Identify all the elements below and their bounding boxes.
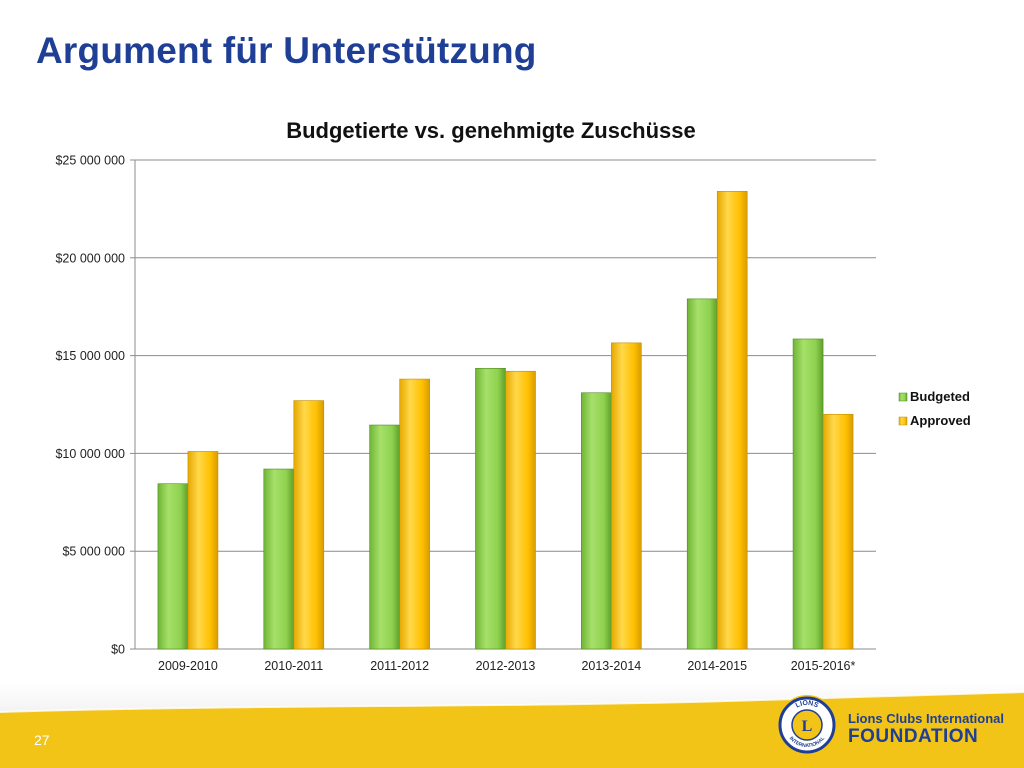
brand-name-line1: Lions Clubs International	[848, 711, 1005, 726]
chart: Budgetierte vs. genehmigte Zuschüsse $0$…	[55, 118, 971, 673]
brand-name: Lions Clubs International FOUNDATION	[848, 712, 1004, 748]
bar-budgeted	[686, 298, 718, 650]
svg-text:LIONS: LIONS	[795, 700, 820, 710]
x-tick-label: 2013-2014	[581, 659, 641, 673]
x-tick-label: 2014-2015	[687, 659, 747, 673]
x-tick-label: 2011-2012	[370, 659, 429, 673]
bar-approved	[716, 190, 748, 650]
y-tick-label: $5 000 000	[62, 545, 125, 559]
bars	[157, 190, 854, 650]
lions-emblem-icon: LIONS INTERNATIONAL L	[776, 694, 838, 756]
bar-budgeted	[581, 392, 612, 650]
y-tick-label: $0	[111, 643, 125, 657]
legend-label: Budgeted	[910, 389, 970, 404]
y-tick-label: $15 000 000	[55, 349, 125, 363]
slide-title: Argument für Unterstützung	[36, 30, 537, 71]
y-axis-ticks: $0 $5 000 000 $10 000 000 $15 000 000 $20 00…	[55, 154, 125, 657]
bar-budgeted	[369, 424, 400, 650]
x-tick-label: 2009-2010	[158, 659, 218, 673]
bar-approved	[822, 413, 854, 650]
y-tick-label: $20 000 000	[55, 251, 125, 265]
chart-title: Budgetierte vs. genehmigte Zuschüsse	[286, 118, 696, 143]
y-tick-label: $10 000 000	[55, 447, 125, 461]
y-tick-label: $25 000 000	[55, 154, 125, 168]
bar-budgeted	[157, 483, 189, 650]
bar-budgeted	[792, 338, 824, 650]
page-number: 27	[34, 732, 50, 748]
legend-swatch	[898, 416, 908, 426]
x-tick-label: 2010-2011	[264, 659, 323, 673]
bar-approved	[187, 451, 219, 650]
brand-name-line2: FOUNDATION	[848, 726, 979, 747]
x-tick-label: 2015-2016*	[791, 659, 856, 673]
bar-budgeted	[263, 468, 295, 650]
bar-approved	[611, 342, 642, 650]
legend: Budgeted Approved	[898, 389, 971, 428]
bar-budgeted	[475, 368, 506, 650]
legend-label: Approved	[910, 413, 971, 428]
bar-approved	[505, 370, 536, 650]
legend-swatch	[898, 392, 908, 402]
x-tick-label: 2012-2013	[476, 659, 536, 673]
svg-text:L: L	[802, 718, 813, 735]
x-axis-ticks: 2009-2010 2010-2011 2011-2012 2012-2013 2013…	[158, 659, 855, 673]
bar-approved	[293, 400, 325, 650]
footer-wave	[0, 691, 1024, 768]
bar-approved	[399, 378, 430, 650]
